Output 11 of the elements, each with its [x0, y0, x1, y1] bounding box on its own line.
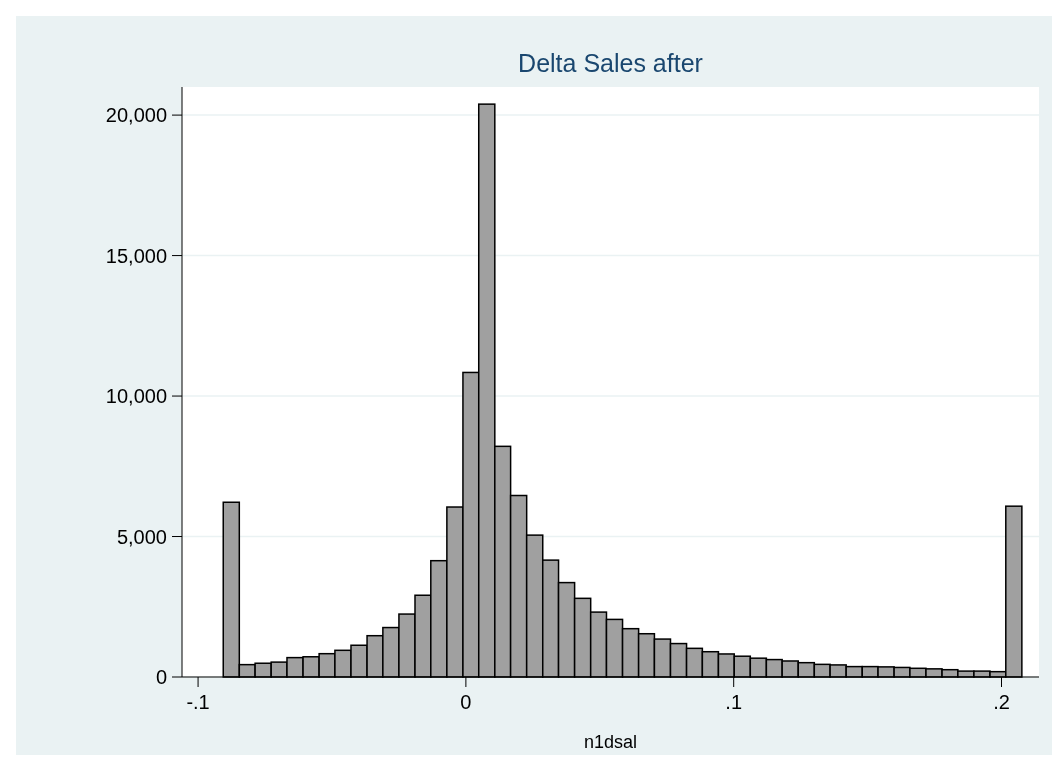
y-tick-label: 5,000 — [116, 525, 167, 548]
x-axis-title: n1dsal — [583, 732, 638, 752]
x-tick-label: 0 — [460, 691, 472, 713]
y-tick-label: 15,000 — [105, 244, 167, 267]
y-tick-label: 20,000 — [105, 104, 167, 127]
chart-title: Delta Sales after — [518, 49, 703, 77]
y-tick-label: 10,000 — [105, 385, 167, 408]
x-tick-label: .1 — [725, 691, 743, 713]
y-tick-label: 0 — [155, 666, 167, 688]
x-tick-label: .2 — [993, 691, 1010, 713]
x-tick-label: -.1 — [186, 691, 210, 713]
